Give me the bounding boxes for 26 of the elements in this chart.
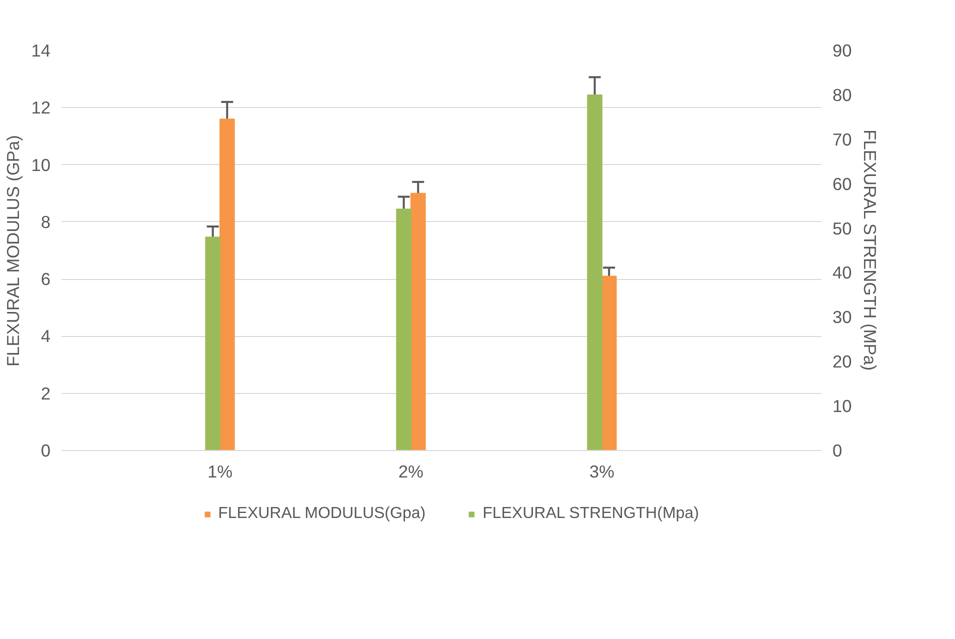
bar	[587, 94, 602, 450]
y-tick-label: 10	[31, 154, 51, 175]
y2-tick-label: 60	[832, 174, 852, 194]
y-tick-label: 2	[40, 383, 51, 404]
y-tick-label: 6	[40, 269, 51, 290]
y2-tick-label: 80	[832, 84, 852, 105]
x-tick-label: 3%	[589, 462, 614, 482]
x-tick-label: 1%	[207, 462, 233, 482]
y2-tick-label: 90	[832, 40, 852, 60]
y2-tick-label: 10	[832, 396, 852, 416]
legend-label: FLEXURAL STRENGTH(Mpa)	[482, 505, 699, 523]
y-tick-label: 4	[40, 326, 51, 346]
y2-tick-label: 0	[832, 440, 842, 460]
y-tick-label: 12	[31, 98, 51, 118]
y-tick-label: 0	[40, 440, 51, 460]
y-tick-label: 8	[40, 212, 51, 232]
x-tick-label: 2%	[398, 462, 424, 482]
legend-label: FLEXURAL MODULUS(Gpa)	[218, 505, 426, 523]
y-tick-label: 14	[31, 40, 51, 60]
y2-tick-label: 50	[832, 218, 852, 238]
y2-tick-label: 30	[832, 307, 852, 328]
y2-axis-title: FLEXURAL STRENGTH (MPa)	[860, 130, 880, 371]
y-axis-title: FLEXURAL MODULUS (GPa)	[3, 135, 24, 367]
y2-tick-label: 40	[832, 262, 852, 283]
y2-tick-label: 20	[832, 352, 852, 372]
y2-tick-label: 70	[832, 129, 852, 150]
